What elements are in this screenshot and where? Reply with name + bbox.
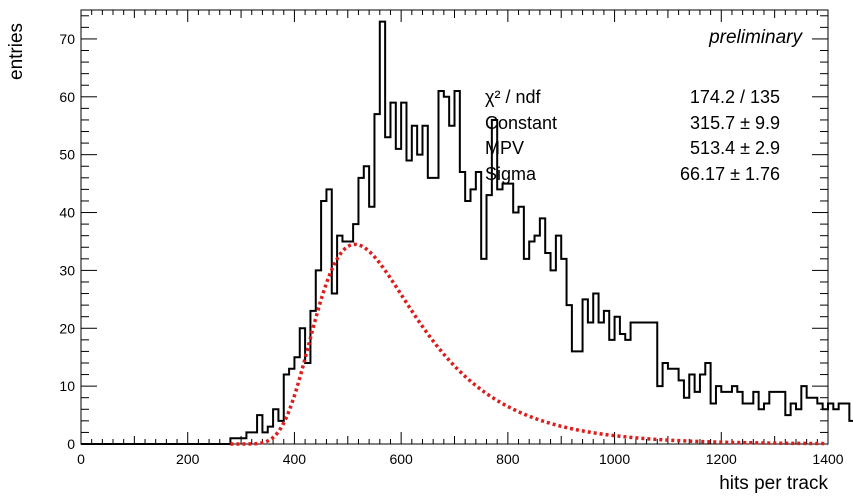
- x-tick-label: 600: [389, 451, 413, 467]
- x-tick-label: 800: [496, 451, 520, 467]
- stats-box: χ² / ndf 174.2 / 135 Constant 315.7 ± 9.…: [485, 87, 780, 184]
- y-tick-label: 70: [59, 31, 75, 47]
- x-tick-label: 400: [283, 451, 307, 467]
- y-tick-label: 50: [59, 147, 75, 163]
- stat-label-sigma: Sigma: [485, 164, 537, 184]
- y-tick-label: 20: [59, 320, 75, 336]
- stat-value-sigma: 66.17 ± 1.76: [680, 164, 780, 184]
- stat-label-mpv: MPV: [485, 138, 524, 158]
- x-tick-label: 200: [176, 451, 200, 467]
- stat-value-chi2: 174.2 / 135: [690, 87, 780, 107]
- stat-value-mpv: 513.4 ± 2.9: [690, 138, 780, 158]
- fit-curve: [230, 242, 828, 446]
- stat-value-constant: 315.7 ± 9.9: [690, 113, 780, 133]
- stat-label-chi2: χ² / ndf: [485, 87, 541, 107]
- y-tick-label: 10: [59, 378, 75, 394]
- y-tick-label: 40: [59, 205, 75, 221]
- y-tick-label: 30: [59, 262, 75, 278]
- y-tick-label: 60: [59, 89, 75, 105]
- stat-label-constant: Constant: [485, 113, 557, 133]
- x-axis-title: hits per track: [719, 473, 828, 494]
- x-tick-label: 1000: [599, 451, 630, 467]
- x-tick-label: 0: [77, 451, 85, 467]
- preliminary-label: preliminary: [708, 27, 803, 48]
- histogram-series: [81, 20, 853, 445]
- plot-frame: [80, 9, 829, 445]
- x-tick-label: 1400: [812, 451, 843, 467]
- y-tick-label: 0: [67, 436, 75, 452]
- y-axis-title: entries: [6, 23, 27, 80]
- x-tick-label: 1200: [706, 451, 737, 467]
